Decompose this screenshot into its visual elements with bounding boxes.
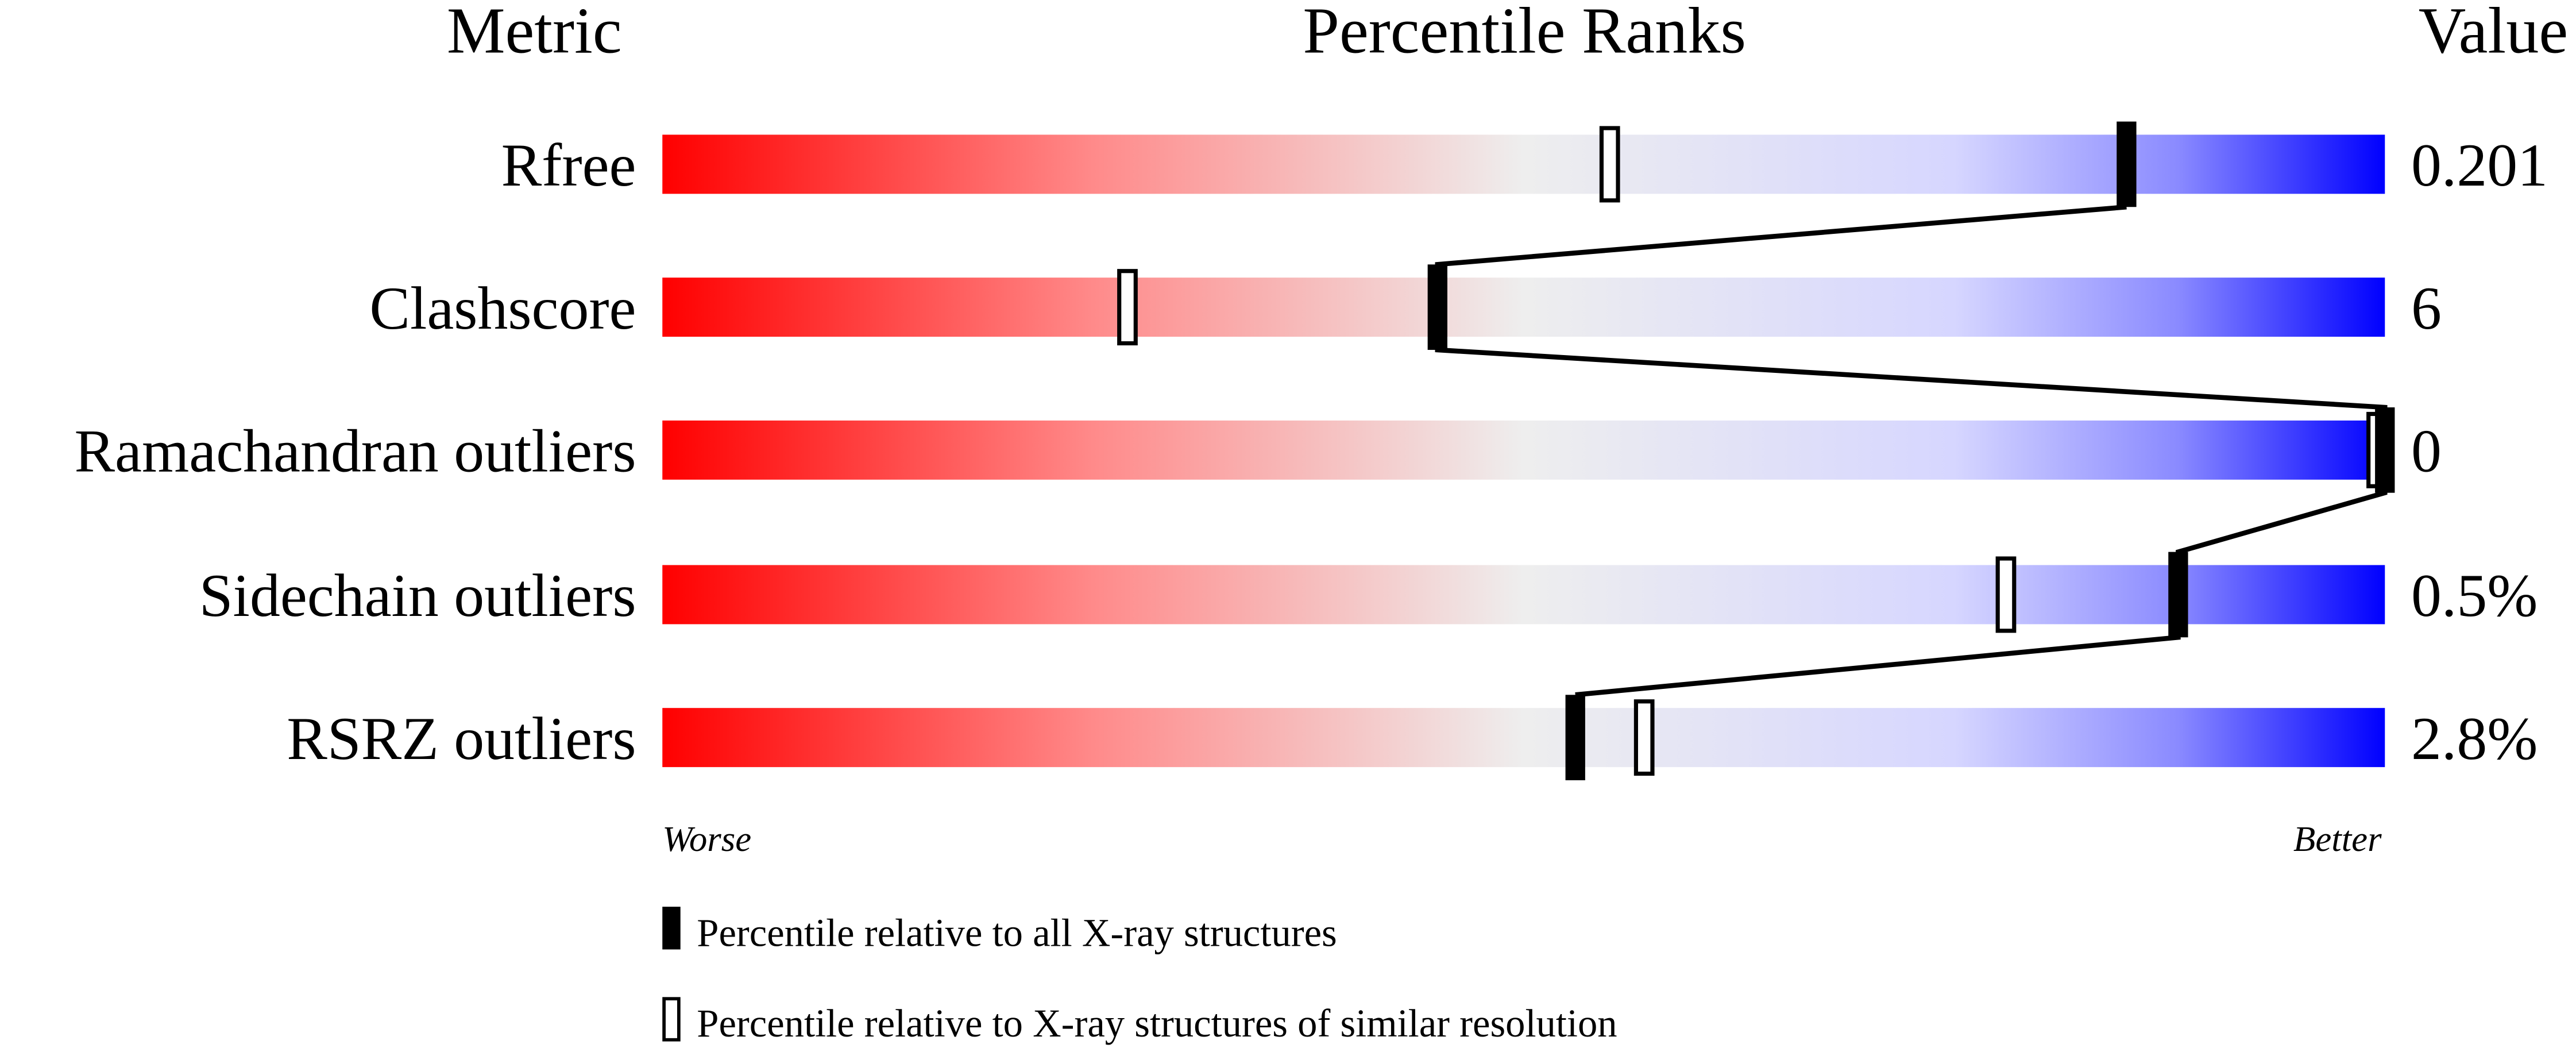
percentile-bar	[662, 420, 2385, 480]
metric-label: Sidechain outliers	[199, 562, 636, 629]
all-structures-marker	[2168, 552, 2188, 638]
percentile-bar	[662, 565, 2385, 625]
header-percentile: Percentile Ranks	[1303, 0, 1746, 67]
metric-value: 2.8%	[2411, 705, 2538, 772]
metric-label: RSRZ outliers	[287, 705, 636, 772]
worse-label: Worse	[662, 819, 751, 859]
legend-open-label: Percentile relative to X-ray structures …	[697, 1001, 1617, 1045]
similar-resolution-marker	[1599, 126, 1620, 203]
percentile-bar	[662, 278, 2385, 337]
header-metric: Metric	[447, 0, 622, 67]
metric-label: Rfree	[501, 132, 636, 199]
legend-filled-label: Percentile relative to all X-ray structu…	[697, 911, 1337, 955]
metric-label: Ramachandran outliers	[75, 418, 636, 485]
better-label: Better	[2293, 819, 2382, 859]
header-value: Value	[2419, 0, 2568, 67]
metric-value: 0	[2411, 418, 2442, 485]
metric-value: 0.5%	[2411, 562, 2538, 629]
all-structures-marker	[2375, 407, 2395, 493]
legend-open-marker-icon	[662, 997, 681, 1042]
percentile-bar	[662, 708, 2385, 768]
all-structures-marker	[1565, 695, 1585, 780]
percentile-bar	[662, 134, 2385, 194]
similar-resolution-marker	[1117, 269, 1138, 346]
legend-filled-marker-icon	[662, 907, 681, 950]
similar-resolution-marker	[1995, 556, 2017, 633]
all-structures-marker	[2117, 121, 2137, 207]
metric-value: 6	[2411, 275, 2442, 342]
similar-resolution-marker	[1633, 699, 1655, 776]
metric-label: Clashscore	[369, 275, 636, 342]
all-structures-marker	[1427, 264, 1447, 350]
metric-value: 0.201	[2411, 132, 2548, 199]
